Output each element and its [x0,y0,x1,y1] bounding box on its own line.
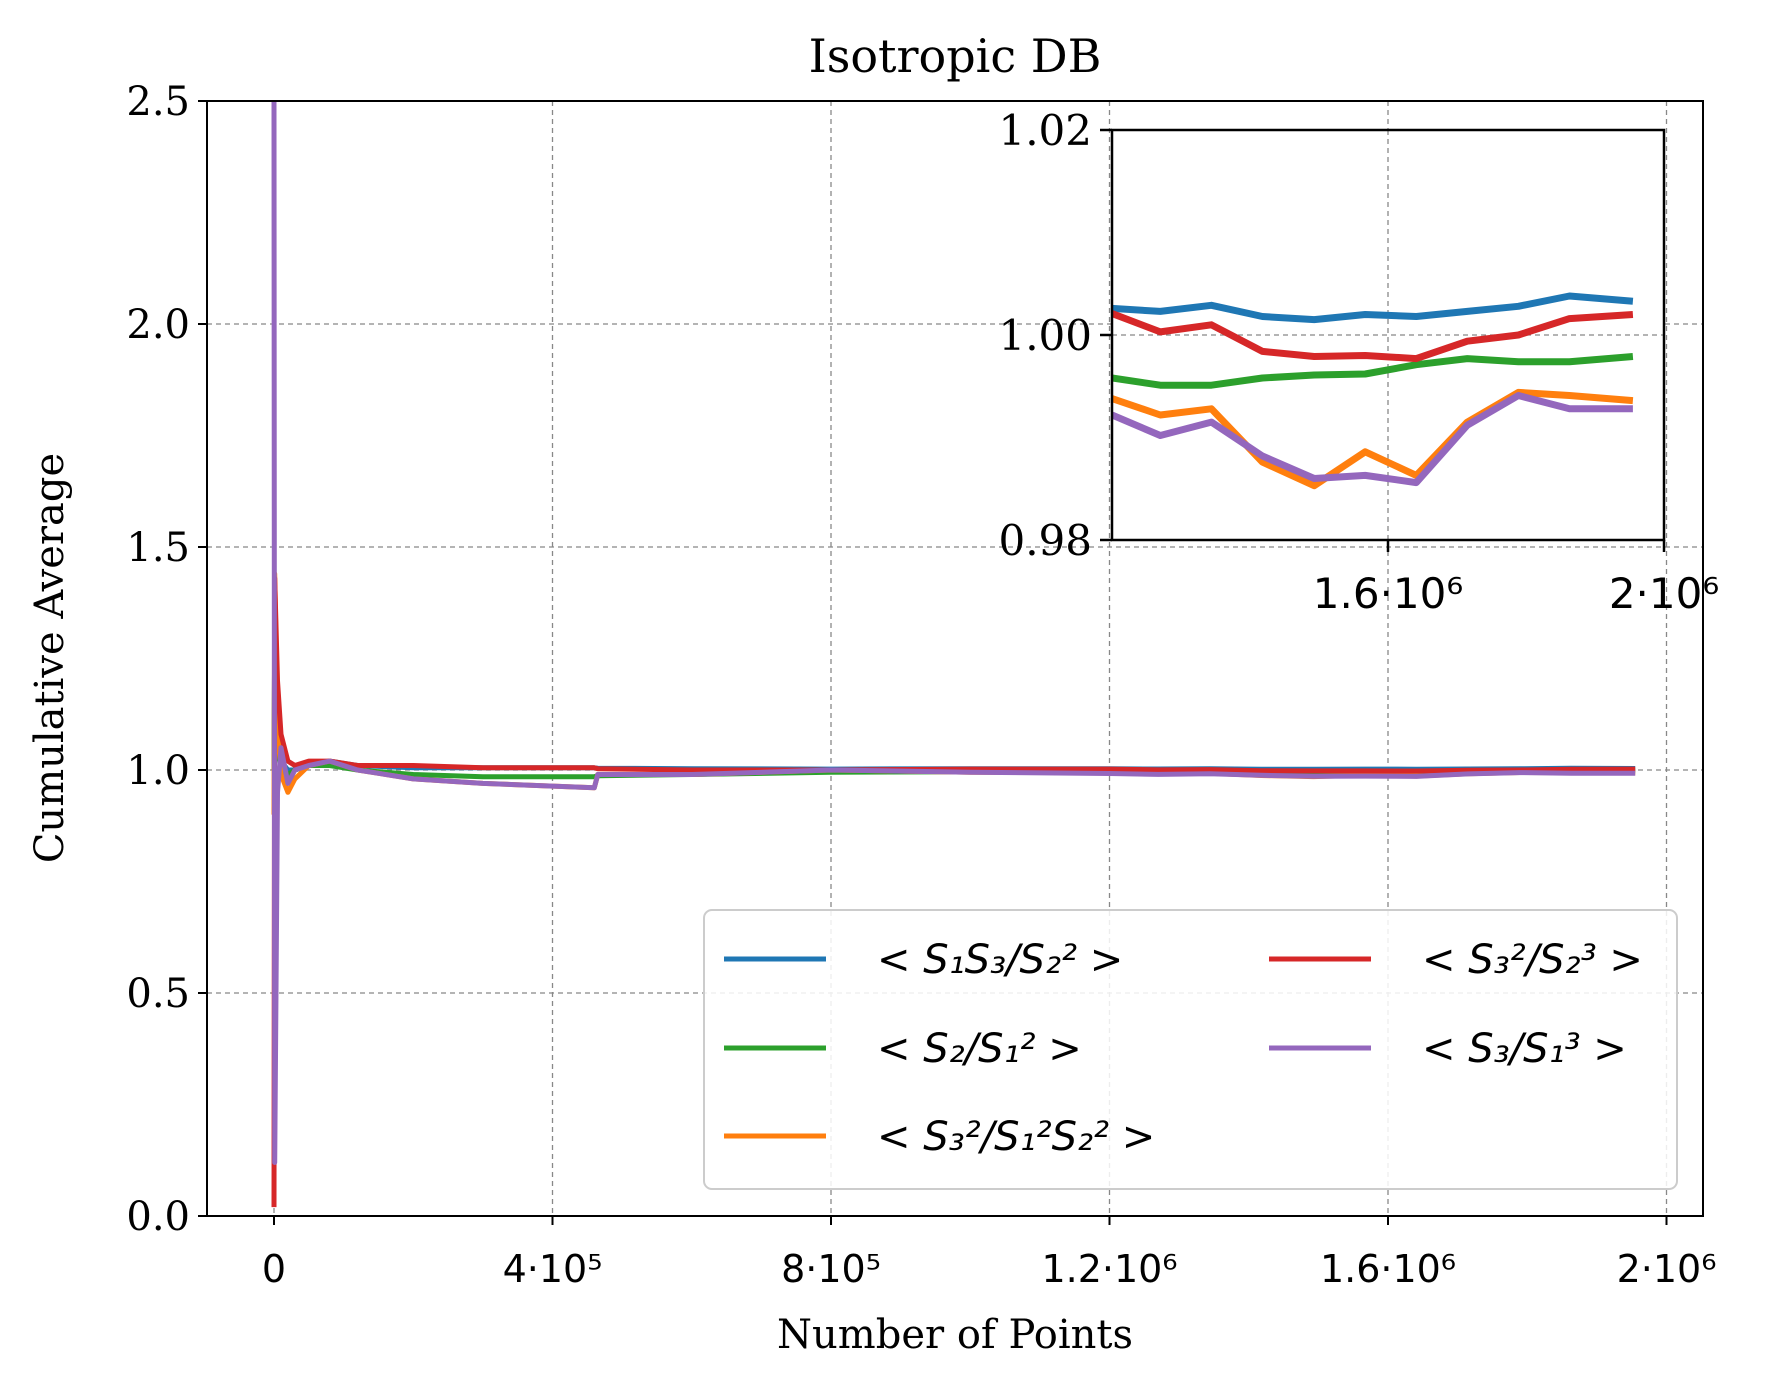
main-plot-lines [271,100,1636,1208]
y-tick-label: 2.0 [126,302,190,348]
legend-label-4: < S₃²/S₂³ > [1422,937,1643,983]
inset-series-line-2 [1112,353,1634,389]
main-ticks: 0 4·10⁵ 8·10⁵ 1.2·10⁶ 1.6·10⁶ 2·10⁶ 0.0 0.5 1.0 1… [126,79,1716,1291]
inset-x-tick-label: 1.6·10⁶ [1313,569,1463,618]
x-tick-label: 8·10⁵ [781,1247,881,1291]
legend-label-5: < S₃/S₁³ > [1422,1026,1627,1072]
inset-y-tick-label: 1.02 [998,106,1092,155]
inset-plot-lines [1112,292,1634,490]
inset-series-line-4 [1112,310,1634,363]
legend-label-1: < S₁S₃/S₂² > [877,937,1123,983]
x-tick-label: 4·10⁵ [503,1247,603,1291]
x-tick-label: 1.2·10⁶ [1041,1247,1177,1291]
inset-x-tick-label: 2·10⁶ [1609,569,1719,618]
chart-title: Isotropic DB [809,29,1102,83]
legend-marker-4 [1317,956,1323,962]
legend-marker-2 [772,1045,778,1051]
series-line-4 [271,575,1636,1208]
series-line-2 [271,633,1636,780]
series-line-5 [271,100,1636,1165]
inset-y-tick-label: 0.98 [998,516,1092,565]
x-tick-label: 2·10⁶ [1617,1247,1717,1291]
legend-marker-1 [772,956,778,962]
legend-marker-3 [772,1133,778,1139]
inset-series-line-1 [1112,292,1634,324]
x-axis-label: Number of Points [777,1312,1133,1358]
y-tick-label: 2.5 [126,79,190,125]
legend-label-2: < S₂/S₁² > [877,1026,1082,1072]
legend-marker-5 [1317,1045,1323,1051]
x-tick-label: 0 [262,1247,286,1291]
inset-ticks: 1.6·10⁶ 2·10⁶ 0.98 1.00 1.02 [998,106,1719,618]
y-tick-label: 1.0 [126,748,190,794]
inset-series-line-3 [1112,388,1634,490]
y-tick-label: 1.5 [126,525,190,571]
y-tick-label: 0.5 [126,971,190,1017]
legend-label-3: < S₃²/S₁²S₂² > [877,1114,1155,1160]
inset-y-tick-label: 1.00 [998,311,1092,360]
y-tick-label: 0.0 [126,1194,190,1240]
y-axis-label: Cumulative Average [27,453,73,863]
legend-box [703,909,1678,1190]
inset-series-line-5 [1112,392,1633,487]
inset-axes: 1.6·10⁶ 2·10⁶ 0.98 1.00 1.02 [998,106,1719,618]
series-line-1 [271,633,1636,773]
main-axes-frame [206,100,1704,1217]
x-tick-label: 1.6·10⁶ [1320,1247,1456,1291]
legend: < S₁S₃/S₂² > < S₂/S₁² > < S₃²/S₁²S₂² > < S₃… [703,909,1678,1190]
